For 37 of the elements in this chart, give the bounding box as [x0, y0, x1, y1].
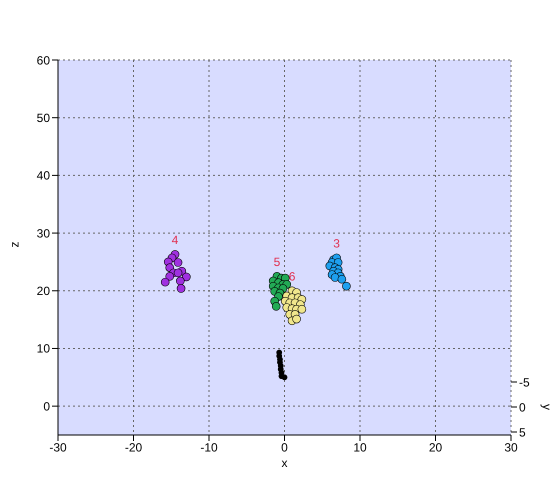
- y2-tick-label: 0: [519, 400, 526, 414]
- point: [292, 314, 301, 324]
- series-label: 3: [333, 236, 340, 250]
- y-tick-label: 60: [36, 53, 50, 68]
- point: [298, 304, 306, 314]
- point: [182, 272, 191, 282]
- y2-tick-label: -5: [519, 375, 530, 390]
- x-tick-label: 20: [428, 440, 442, 455]
- x-axis-title: x: [282, 456, 288, 470]
- y-tick-label: 0: [43, 399, 50, 414]
- y-tick-label: 10: [36, 342, 50, 356]
- y-tick-label: 20: [36, 284, 50, 298]
- point: [338, 274, 346, 284]
- point: [282, 374, 288, 380]
- series-label: 4: [172, 232, 179, 247]
- y-tick-label: 50: [36, 110, 50, 125]
- point: [176, 284, 186, 293]
- x-tick-label: 10: [353, 440, 367, 455]
- y-tick-label: 30: [36, 226, 50, 240]
- y-axis-title: z: [7, 242, 22, 248]
- x-tick-label: 30: [504, 440, 518, 455]
- point: [165, 272, 174, 281]
- point: [160, 278, 170, 286]
- point: [176, 276, 185, 286]
- point: [174, 258, 182, 267]
- series-label: 6: [288, 269, 296, 284]
- x-tick-label: -30: [49, 440, 67, 455]
- series-label: 5: [274, 254, 281, 269]
- y-tick-label: 40: [36, 168, 50, 183]
- y2-tick-label: 5: [519, 425, 526, 440]
- x-tick-label: -10: [200, 440, 218, 455]
- x-tick-label: 0: [281, 440, 288, 455]
- y2-axis-title: y: [540, 404, 554, 410]
- point: [174, 268, 182, 278]
- point: [272, 302, 280, 311]
- x-tick-label: -20: [124, 440, 142, 455]
- point: [342, 282, 351, 290]
